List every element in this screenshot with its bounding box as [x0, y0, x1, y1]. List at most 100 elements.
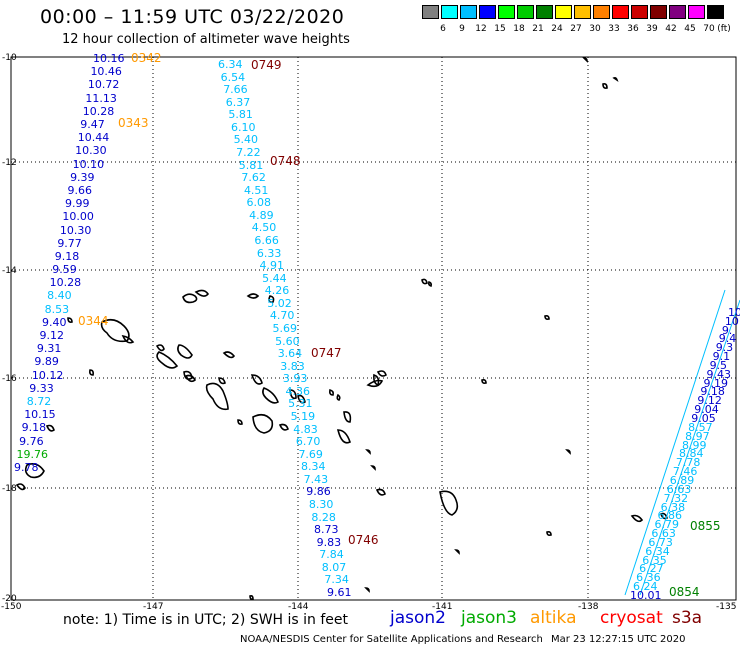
swh-value: 10.30 — [59, 223, 92, 237]
pass-time-label: 0343 — [118, 116, 149, 130]
swh-value: 10.10 — [72, 157, 105, 171]
island — [45, 424, 55, 432]
swh-value: 9.39 — [70, 170, 95, 184]
swh-value: 10.16 — [93, 52, 125, 65]
swh-value: 5.31 — [288, 397, 313, 411]
lat-lon-grid — [11, 57, 736, 600]
legend-label: 27 — [570, 24, 582, 34]
swh-value: 6.54 — [220, 70, 246, 84]
swh-value: 10.72 — [87, 78, 120, 92]
swh-value: 5.19 — [290, 410, 316, 423]
island — [660, 512, 668, 520]
swh-value: 5.02 — [267, 296, 292, 310]
legend-swatch — [517, 5, 534, 19]
swh-value: 5.40 — [233, 133, 259, 147]
lat-tick-label: -16 — [2, 374, 17, 384]
island — [343, 411, 352, 423]
swh-value: 5.81 — [238, 158, 264, 172]
island — [205, 382, 229, 411]
swh-value: 9.89 — [34, 355, 59, 369]
swh-value: 7.43 — [303, 472, 329, 486]
map-title: 00:00 – 11:59 UTC 03/22/2020 — [40, 6, 345, 28]
swh-value: 8.57 — [688, 420, 713, 434]
island — [249, 595, 254, 600]
swh-value: 6.73 — [648, 535, 673, 549]
swh-value: 6.27 — [639, 562, 664, 576]
swh-value: 10.44 — [77, 131, 110, 145]
swh-value: 8.28 — [311, 510, 336, 524]
swh-value: 4.83 — [293, 422, 318, 436]
island — [184, 374, 197, 383]
island — [375, 488, 386, 496]
island-outlines — [15, 57, 668, 600]
swh-value: 6.70 — [295, 435, 321, 449]
legend-swatch — [479, 5, 496, 19]
legend-label: 70 — [703, 24, 715, 34]
swh-value: 9.5 — [709, 358, 728, 372]
legend-swatch — [669, 5, 686, 19]
swh-value: 5.81 — [228, 108, 253, 122]
swh-value: 6.34 — [218, 58, 243, 71]
island — [182, 293, 198, 304]
island — [612, 76, 619, 82]
island — [439, 490, 459, 516]
swh-value: 8.30 — [308, 498, 334, 511]
legend-swatch — [631, 5, 648, 19]
lat-tick-label: -18 — [2, 484, 17, 494]
legend-swatch — [593, 5, 610, 19]
swh-value: 10.12 — [31, 368, 64, 382]
swh-value: 7.22 — [236, 146, 261, 159]
island — [218, 377, 226, 385]
swh-value: 9.99 — [64, 197, 90, 211]
swh-value: 9.3 — [715, 341, 734, 355]
legend-label: 33 — [608, 24, 620, 34]
legend-swatch — [460, 5, 477, 19]
credit-line: NOAA/NESDIS Center for Satellite Applica… — [240, 634, 543, 645]
swh-value: 6.38 — [660, 500, 686, 514]
island — [278, 423, 289, 431]
satellite-label: jason3 — [461, 608, 517, 628]
island — [89, 369, 94, 376]
legend-label: 39 — [646, 24, 658, 34]
island — [336, 393, 341, 401]
island — [297, 394, 306, 404]
lon-tick-label: -144 — [288, 602, 309, 612]
island — [565, 449, 571, 455]
legend-label: 9 — [459, 24, 465, 34]
island — [602, 83, 608, 89]
island — [15, 483, 26, 491]
swh-value: 6.37 — [225, 95, 251, 109]
island — [582, 57, 588, 63]
lat-tick-label: -20 — [2, 594, 17, 604]
island — [544, 315, 550, 320]
units-note: note: 1) Time is in UTC; 2) SWH is in fe… — [63, 612, 349, 628]
island — [454, 549, 460, 555]
swh-value: 7.84 — [319, 548, 344, 562]
island — [365, 449, 371, 455]
legend-swatch — [441, 5, 458, 19]
swh-value: 6.08 — [246, 196, 272, 210]
swh-value: 6.34 — [645, 544, 670, 558]
swh-value: 6.63 — [666, 482, 692, 496]
lon-tick-label: -141 — [432, 602, 453, 612]
lon-tick-label: -135 — [716, 602, 737, 612]
lon-tick-label: -138 — [578, 602, 599, 612]
swh-value: 9.04 — [694, 403, 719, 417]
legend-label: 18 — [513, 24, 525, 34]
island — [373, 373, 380, 387]
island — [370, 465, 376, 471]
island — [364, 587, 370, 593]
pass-time-label: 0746 — [348, 533, 379, 547]
swh-value: 9.18 — [21, 421, 47, 435]
legend-swatch — [498, 5, 515, 19]
swh-value: 9.18 — [700, 385, 725, 399]
island — [155, 344, 165, 352]
swh-value: 4.91 — [259, 259, 285, 273]
legend-label: 36 — [627, 24, 639, 34]
swh-value: 9.76 — [19, 434, 44, 448]
island — [262, 387, 279, 404]
satellite-label: jason2 — [390, 608, 446, 628]
swh-value: 6.63 — [651, 527, 676, 541]
satellite-label: s3a — [672, 608, 703, 628]
